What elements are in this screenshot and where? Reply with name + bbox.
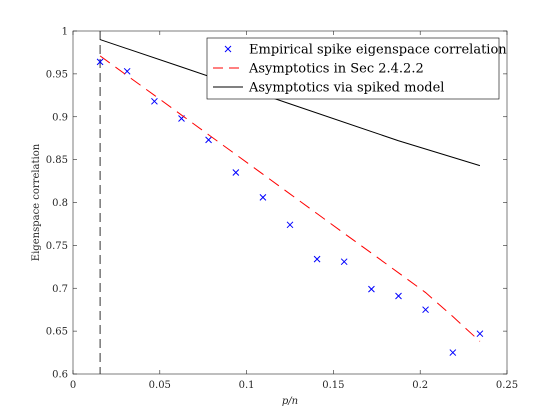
legend-entry-label: Asymptotics via spiked model bbox=[248, 81, 444, 96]
legend-entry-label: Empirical spike eigenspace correlation bbox=[249, 43, 507, 58]
y-tick-label: 0.75 bbox=[46, 241, 68, 252]
y-axis-label: Eigenspace correlation bbox=[31, 143, 42, 261]
y-tick-label: 0.7 bbox=[52, 284, 68, 295]
y-tick-label: 0.85 bbox=[46, 155, 68, 166]
x-tick-label: 0.25 bbox=[496, 380, 518, 391]
x-tick-label: 0.15 bbox=[322, 380, 344, 391]
y-tick-label: 1 bbox=[62, 27, 68, 38]
x-tick-label: 0 bbox=[70, 380, 76, 391]
x-tick-label: 0.05 bbox=[149, 380, 171, 391]
x-tick-label: 0.1 bbox=[239, 380, 255, 391]
y-tick-label: 0.65 bbox=[46, 327, 68, 338]
x-tick-label: 0.2 bbox=[412, 380, 428, 391]
y-tick-label: 0.95 bbox=[46, 69, 68, 80]
y-tick-label: 0.9 bbox=[52, 112, 68, 123]
x-axis-label: p/n bbox=[282, 396, 298, 407]
legend: Empirical spike eigenspace correlation As… bbox=[207, 38, 507, 99]
y-tick-label: 0.6 bbox=[52, 370, 68, 381]
legend-entry-label: Asymptotics in Sec 2.4.2.2 bbox=[248, 62, 424, 77]
y-tick-label: 0.8 bbox=[52, 198, 68, 209]
